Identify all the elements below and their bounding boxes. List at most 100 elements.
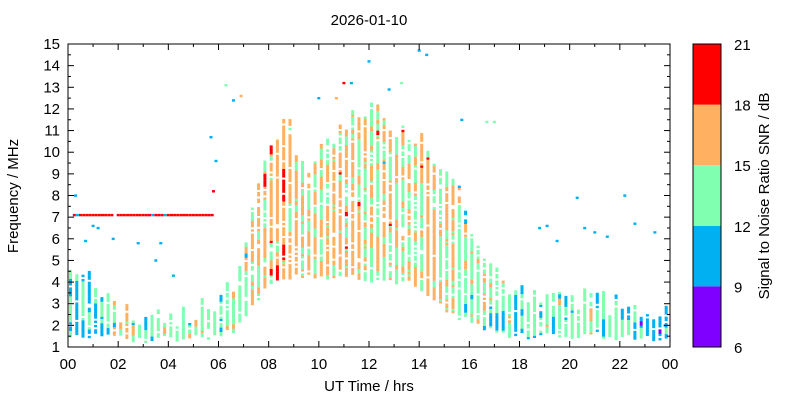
data-point: [338, 148, 342, 151]
data-point: [564, 295, 568, 299]
data-point: [382, 245, 386, 249]
data-point: [520, 326, 524, 329]
data-point: [326, 274, 330, 278]
data-point: [269, 199, 273, 202]
data-point: [388, 214, 392, 218]
data-point: [363, 222, 367, 225]
data-point: [195, 213, 199, 217]
data-point: [357, 273, 361, 276]
data-point: [464, 303, 468, 307]
data-point: [138, 329, 141, 332]
data-point: [426, 204, 430, 208]
data-point: [426, 261, 430, 264]
data-point: [263, 206, 267, 209]
data-point: [301, 189, 304, 192]
data-point: [257, 207, 261, 210]
data-point: [263, 227, 267, 231]
data-point: [413, 158, 417, 162]
data-point: [351, 222, 355, 225]
data-point: [269, 242, 273, 246]
data-point: [413, 277, 417, 281]
data-point: [602, 314, 605, 318]
data-point: [275, 161, 279, 164]
data-point: [439, 236, 442, 239]
data-point: [332, 204, 336, 207]
data-point: [194, 326, 198, 329]
data-point: [338, 189, 342, 192]
data-point: [250, 302, 254, 306]
data-point: [288, 168, 292, 172]
data-point: [250, 279, 254, 282]
data-point: [388, 152, 392, 155]
data-point: [250, 289, 254, 293]
data-point: [388, 247, 392, 250]
data-point: [357, 145, 361, 148]
data-point: [520, 304, 524, 308]
data-point: [388, 275, 392, 278]
data-point: [608, 328, 612, 331]
data-point: [395, 277, 399, 281]
data-point: [288, 151, 292, 154]
data-point: [75, 282, 79, 286]
data-point: [150, 332, 154, 335]
data-point: [257, 194, 261, 197]
data-point: [106, 317, 110, 320]
data-point: [313, 267, 317, 270]
data-point: [344, 229, 348, 232]
data-point: [307, 214, 311, 217]
data-point: [445, 286, 449, 289]
data-point: [269, 268, 273, 272]
data-point: [294, 237, 298, 240]
data-point: [426, 215, 430, 219]
data-point: [470, 288, 474, 291]
data-point: [141, 213, 145, 217]
data-point: [244, 242, 248, 245]
data-point: [401, 218, 405, 221]
data-point: [539, 304, 543, 308]
data-point: [294, 157, 298, 160]
data-point: [633, 322, 637, 325]
data-point: [583, 331, 587, 335]
data-point: [457, 248, 461, 251]
data-point: [351, 168, 355, 171]
data-points: [69, 49, 668, 344]
data-point: [181, 321, 185, 325]
data-point: [288, 140, 292, 144]
data-point: [250, 229, 254, 232]
data-point: [357, 247, 361, 250]
data-point: [501, 306, 505, 309]
data-point: [319, 234, 323, 238]
data-point: [382, 267, 386, 270]
data-point: [232, 330, 235, 333]
data-point: [326, 153, 330, 157]
data-point: [344, 268, 348, 271]
data-point: [313, 198, 317, 201]
data-point: [388, 134, 392, 138]
data-point: [376, 117, 380, 120]
data-point: [476, 258, 480, 262]
data-point: [420, 226, 424, 229]
data-point: [614, 313, 618, 317]
data-point: [81, 322, 85, 325]
data-point: [294, 215, 298, 219]
data-point: [275, 174, 279, 177]
data-point: [163, 327, 167, 330]
data-point: [451, 302, 455, 305]
data-point: [520, 300, 524, 303]
data-point: [332, 184, 336, 188]
data-point: [87, 307, 91, 311]
data-point: [614, 307, 618, 310]
data-point: [257, 272, 261, 275]
data-point: [395, 156, 399, 159]
data-point: [275, 278, 279, 281]
data-point: [332, 208, 336, 212]
data-point: [551, 325, 555, 328]
data-point: [508, 298, 511, 302]
data-point: [407, 278, 411, 281]
data-point: [81, 298, 85, 301]
data-point: [344, 261, 348, 264]
data-point: [614, 301, 618, 304]
data-point: [439, 234, 442, 237]
data-point: [200, 313, 204, 316]
data-point: [576, 333, 580, 336]
